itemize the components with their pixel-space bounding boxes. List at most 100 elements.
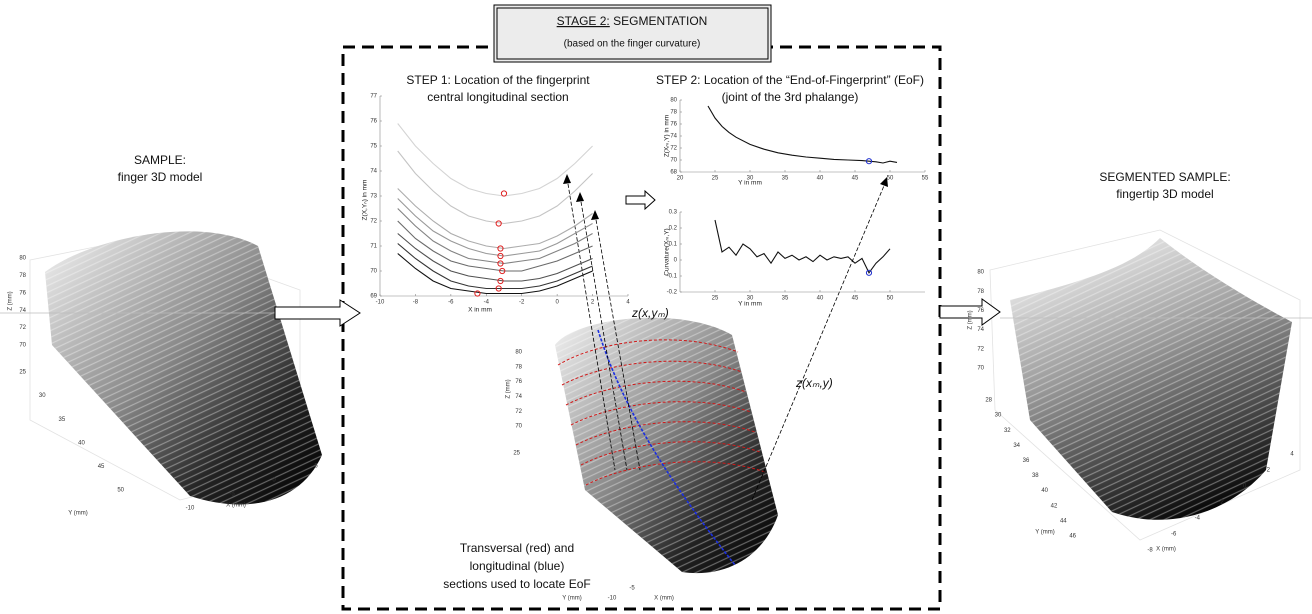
y-tick-label: 30 — [39, 393, 46, 399]
sample-title: SAMPLE: — [134, 153, 186, 167]
y-tick-label: 0.1 — [669, 242, 678, 248]
x-tick-label: -10 — [376, 300, 385, 306]
y-tick-label: 35 — [59, 417, 66, 423]
z-tick-label: 78 — [19, 273, 26, 279]
y-tick-label: 28 — [985, 398, 992, 404]
marker — [497, 260, 504, 267]
y-tick-label: 69 — [370, 294, 377, 300]
x-tick-label: 2 — [591, 300, 595, 306]
caption: Transversal (red) and — [460, 541, 574, 555]
stage-label: STAGE 2: — [557, 14, 610, 28]
block-arrow — [625, 189, 656, 211]
x-tick-label: 0 — [272, 478, 276, 484]
marker — [499, 267, 506, 275]
leader-heads — [563, 174, 888, 220]
x-tick-label: -8 — [413, 300, 419, 306]
x-tick-label: 35 — [782, 296, 789, 302]
curve — [397, 188, 593, 250]
y-tick-label: 40 — [1041, 488, 1048, 494]
marker — [495, 285, 502, 292]
x-tick-label: -6 — [1171, 532, 1177, 538]
y-tick-label: 74 — [370, 169, 377, 175]
y-tick-label: 76 — [370, 119, 377, 125]
y-tick-label: 34 — [1013, 443, 1020, 449]
y-tick-label: 72 — [670, 146, 677, 152]
y-tick-label: 0.2 — [669, 226, 678, 232]
curve — [397, 150, 593, 225]
y-tick-label: 46 — [1069, 534, 1076, 540]
curve — [397, 243, 593, 290]
x-tick-label: 50 — [887, 176, 894, 182]
y-tick-label: 70 — [670, 158, 677, 164]
block-arrow — [274, 299, 361, 327]
x-tick-label: -2 — [1218, 500, 1224, 506]
caption: longitudinal (blue) — [470, 559, 565, 573]
z-tick-label: 70 — [19, 343, 26, 349]
y-tick-label: 70 — [370, 269, 377, 275]
sample-subtitle: finger 3D model — [118, 170, 203, 184]
y-tick-label: 76 — [670, 122, 677, 128]
y-tick-label: 50 — [117, 488, 124, 494]
z-axis-label: Z (mm) — [506, 379, 512, 398]
z-tick-label: 72 — [515, 409, 522, 415]
y-tick-label: 32 — [1004, 428, 1011, 434]
x-tick-label: -5 — [629, 586, 635, 592]
finger-model — [29, 231, 322, 505]
curve — [714, 219, 891, 274]
curve — [397, 233, 593, 282]
x-tick-label: -2 — [519, 300, 525, 306]
y-tick-label: 36 — [1023, 458, 1030, 464]
x-tick-label: 55 — [922, 176, 929, 182]
z-tick-label: 72 — [19, 325, 26, 331]
y-tick-label: 0.3 — [669, 210, 678, 216]
x-tick-label: -4 — [484, 300, 490, 306]
x-tick-label: 25 — [712, 176, 719, 182]
y-tick-label: 75 — [370, 144, 377, 150]
y-tick-label: 25 — [513, 451, 520, 457]
x-tick-label: 0 — [1243, 484, 1247, 490]
marker — [495, 220, 502, 227]
annotation: z(xₘ,y) — [795, 376, 833, 390]
z-tick-label: 76 — [19, 290, 26, 296]
curve — [397, 220, 593, 272]
y-tick-label: 74 — [670, 134, 677, 140]
x-tick-label: -5 — [229, 492, 235, 498]
y-tick-label: 71 — [370, 244, 377, 250]
x-tick-label: 30 — [747, 296, 754, 302]
y-tick-label: 73 — [370, 194, 377, 200]
y-tick-label: 45 — [98, 464, 105, 470]
x-tick-label: 25 — [712, 296, 719, 302]
z-axis-label: Z (mm) — [8, 291, 14, 310]
z-tick-label: 74 — [19, 308, 26, 314]
z-tick-label: 70 — [515, 424, 522, 430]
x-tick-label: -8 — [1147, 548, 1153, 554]
step2-title: (joint of the 3rd phalange) — [722, 90, 859, 104]
caption: sections used to locate EoF — [443, 577, 590, 591]
stage-subtitle: (based on the finger curvature) — [564, 39, 701, 50]
curve — [707, 105, 898, 164]
x-tick-label: 30 — [747, 176, 754, 182]
y-tick-label: -0.2 — [667, 290, 678, 296]
y-tick-label: 42 — [1051, 503, 1058, 509]
y-tick-label: -0.1 — [667, 274, 678, 280]
y-axis-label: Z(X,Yₙ) in mm — [362, 180, 369, 221]
z-tick-label: 76 — [515, 379, 522, 385]
z-tick-label: 74 — [977, 327, 984, 333]
marker — [497, 277, 504, 285]
curve — [397, 208, 593, 265]
x-tick-label: 40 — [817, 296, 824, 302]
step1-title: STEP 1: Location of the fingerprint — [406, 73, 590, 87]
y-tick-label: 72 — [370, 219, 377, 225]
y-tick-label: 44 — [1060, 518, 1067, 524]
x-tick-label: 35 — [782, 176, 789, 182]
step2-title: STEP 2: Location of the “End-of-Fingerpr… — [656, 73, 924, 87]
stage-name: SEGMENTATION — [613, 14, 707, 28]
x-tick-label: -10 — [186, 506, 195, 512]
y-tick-label: 0 — [674, 258, 678, 264]
z-tick-label: 80 — [515, 350, 522, 356]
z-tick-label: 74 — [515, 394, 522, 400]
z-tick-label: 80 — [19, 256, 26, 262]
x-tick-label: 40 — [817, 176, 824, 182]
y-tick-label: 78 — [670, 110, 677, 116]
